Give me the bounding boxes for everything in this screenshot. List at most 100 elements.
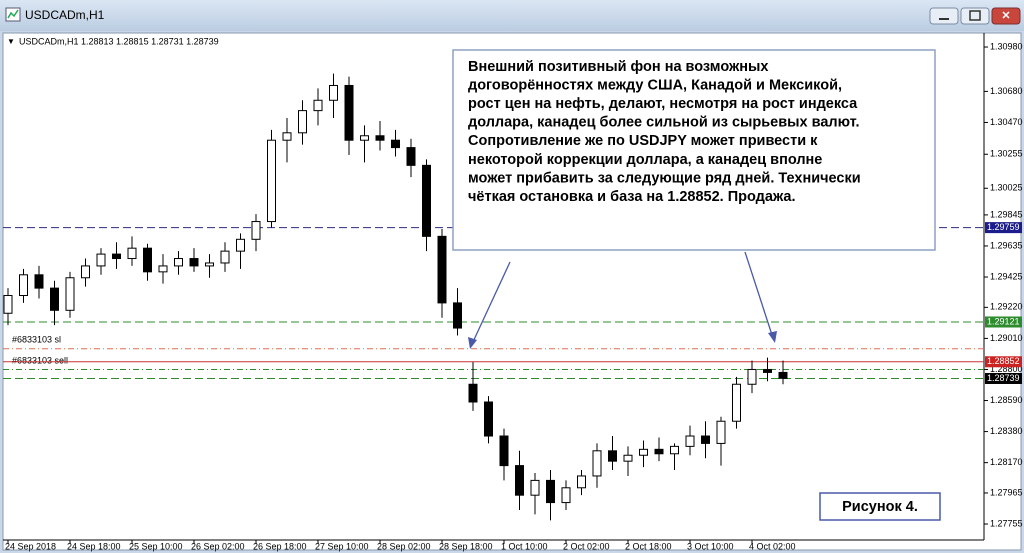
candle-body <box>220 250 230 264</box>
annotation-box <box>452 49 936 251</box>
minimize-button[interactable] <box>929 7 959 25</box>
candle-body <box>654 448 664 455</box>
figure-label-box <box>819 492 941 521</box>
candle-body <box>329 84 338 101</box>
candle-body <box>34 274 44 289</box>
candle-body <box>189 258 199 267</box>
candle-body <box>65 277 75 311</box>
close-glyph: ✕ <box>1001 10 1010 22</box>
candle-body <box>96 253 106 267</box>
x-tick-label: 2 Oct 18:00 <box>625 541 672 551</box>
candle-body <box>236 238 245 252</box>
candle-body <box>577 475 586 489</box>
x-tick-label: 27 Sep 10:00 <box>315 541 369 551</box>
x-tick-label: 1 Oct 10:00 <box>501 541 548 551</box>
candle-body <box>623 454 633 462</box>
annotation-line: доллара, канадец более сильной из сырьев… <box>468 115 860 131</box>
candle-body <box>205 262 214 267</box>
y-tick-label: 1.29635 <box>990 240 1023 250</box>
y-tick-label: 1.29425 <box>990 271 1023 281</box>
candle-body <box>778 371 788 379</box>
arrow <box>744 251 774 339</box>
candle-body <box>112 253 121 260</box>
arrow <box>471 261 511 345</box>
y-tick-label: 1.28590 <box>990 395 1023 405</box>
candle-body <box>546 479 555 504</box>
candle-body <box>375 135 385 141</box>
price-level-label: 1.29121 <box>987 316 1020 326</box>
candle-body <box>81 265 90 279</box>
annotation-line: договорённостях между США, Канадой и Мек… <box>468 77 842 93</box>
candle-body <box>763 368 772 373</box>
candle-body <box>685 435 695 447</box>
candle-body <box>530 479 540 496</box>
candle-body <box>158 265 168 273</box>
candle-body <box>484 401 493 437</box>
candle-body <box>360 135 369 141</box>
candle-body <box>344 84 354 141</box>
y-tick-label: 1.29010 <box>990 333 1023 343</box>
y-tick-label: 1.28800 <box>990 364 1023 374</box>
candle-body <box>716 420 726 444</box>
annotation-line: некоторой коррекции доллара, а канадец в… <box>468 152 822 168</box>
y-tick-label: 1.30980 <box>990 41 1023 51</box>
x-tick-label: 24 Sep 2018 <box>5 541 56 551</box>
y-tick-label: 1.29845 <box>990 209 1023 219</box>
x-tick-label: 26 Sep 18:00 <box>253 541 307 551</box>
y-tick-label: 1.27755 <box>990 518 1023 528</box>
x-tick-label: 24 Sep 18:00 <box>67 541 121 551</box>
candle-body <box>453 302 462 329</box>
candle-body <box>499 435 509 467</box>
symbol-menu-arrow[interactable]: ▼ <box>7 37 15 46</box>
y-tick-label: 1.28380 <box>990 426 1023 436</box>
candle-body <box>143 247 152 273</box>
annotation-line: Сопротивление же по USDJPY может привест… <box>468 133 818 149</box>
close-button[interactable] <box>991 7 1021 25</box>
window-icon-glyph <box>7 9 19 19</box>
title-bar <box>0 0 1024 31</box>
price-level-label-bg <box>985 222 1022 234</box>
candle-body <box>3 295 13 314</box>
candle-body <box>701 435 710 444</box>
price-level-label-bg <box>985 356 1022 368</box>
window-title: USDCADm,H1 <box>25 8 105 22</box>
price-level-label: 1.29759 <box>987 222 1020 232</box>
candle-body <box>515 465 524 496</box>
arrow-head <box>468 337 477 349</box>
x-tick-label: 28 Sep 02:00 <box>377 541 431 551</box>
price-level-label-bg <box>985 372 1022 384</box>
candle-body <box>50 287 59 311</box>
y-tick-label: 1.27965 <box>990 487 1023 497</box>
candle-body <box>127 247 137 260</box>
candle-body <box>561 487 571 504</box>
restore-button[interactable] <box>960 7 990 25</box>
order-label: #6833103 sell <box>12 355 68 365</box>
candle-body <box>298 110 307 134</box>
candle-body <box>267 139 276 223</box>
x-tick-label: 26 Sep 02:00 <box>191 541 245 551</box>
candle-body <box>747 368 757 385</box>
symbol-info: USDCADm,H1 1.28813 1.28815 1.28731 1.287… <box>19 36 219 46</box>
candle-body <box>251 221 261 240</box>
price-level-label-bg <box>985 316 1022 328</box>
y-tick-label: 1.30680 <box>990 86 1023 96</box>
candle-body <box>391 139 400 149</box>
order-label-bg <box>6 334 96 346</box>
candle-body <box>608 450 617 462</box>
annotation-line: может прибавить за следующие ряд дней. Т… <box>468 170 861 186</box>
y-tick-label: 1.29220 <box>990 302 1023 312</box>
candle-body <box>468 383 478 403</box>
candle-body <box>592 450 602 477</box>
annotation-line: рост цен на нефть, делают, несмотря на р… <box>468 96 858 112</box>
annotation-line: чёткая остановка и база на 1.28852. Прод… <box>468 189 796 205</box>
candle-body <box>437 235 447 304</box>
y-tick-label: 1.28170 <box>990 457 1023 467</box>
x-tick-label: 28 Sep 18:00 <box>439 541 493 551</box>
x-tick-label: 2 Oct 02:00 <box>563 541 610 551</box>
y-tick-label: 1.30470 <box>990 117 1023 127</box>
order-label: #6833103 sl <box>12 335 61 345</box>
candle-body <box>670 445 679 455</box>
arrow-head <box>768 331 777 343</box>
candle-body <box>174 258 183 267</box>
